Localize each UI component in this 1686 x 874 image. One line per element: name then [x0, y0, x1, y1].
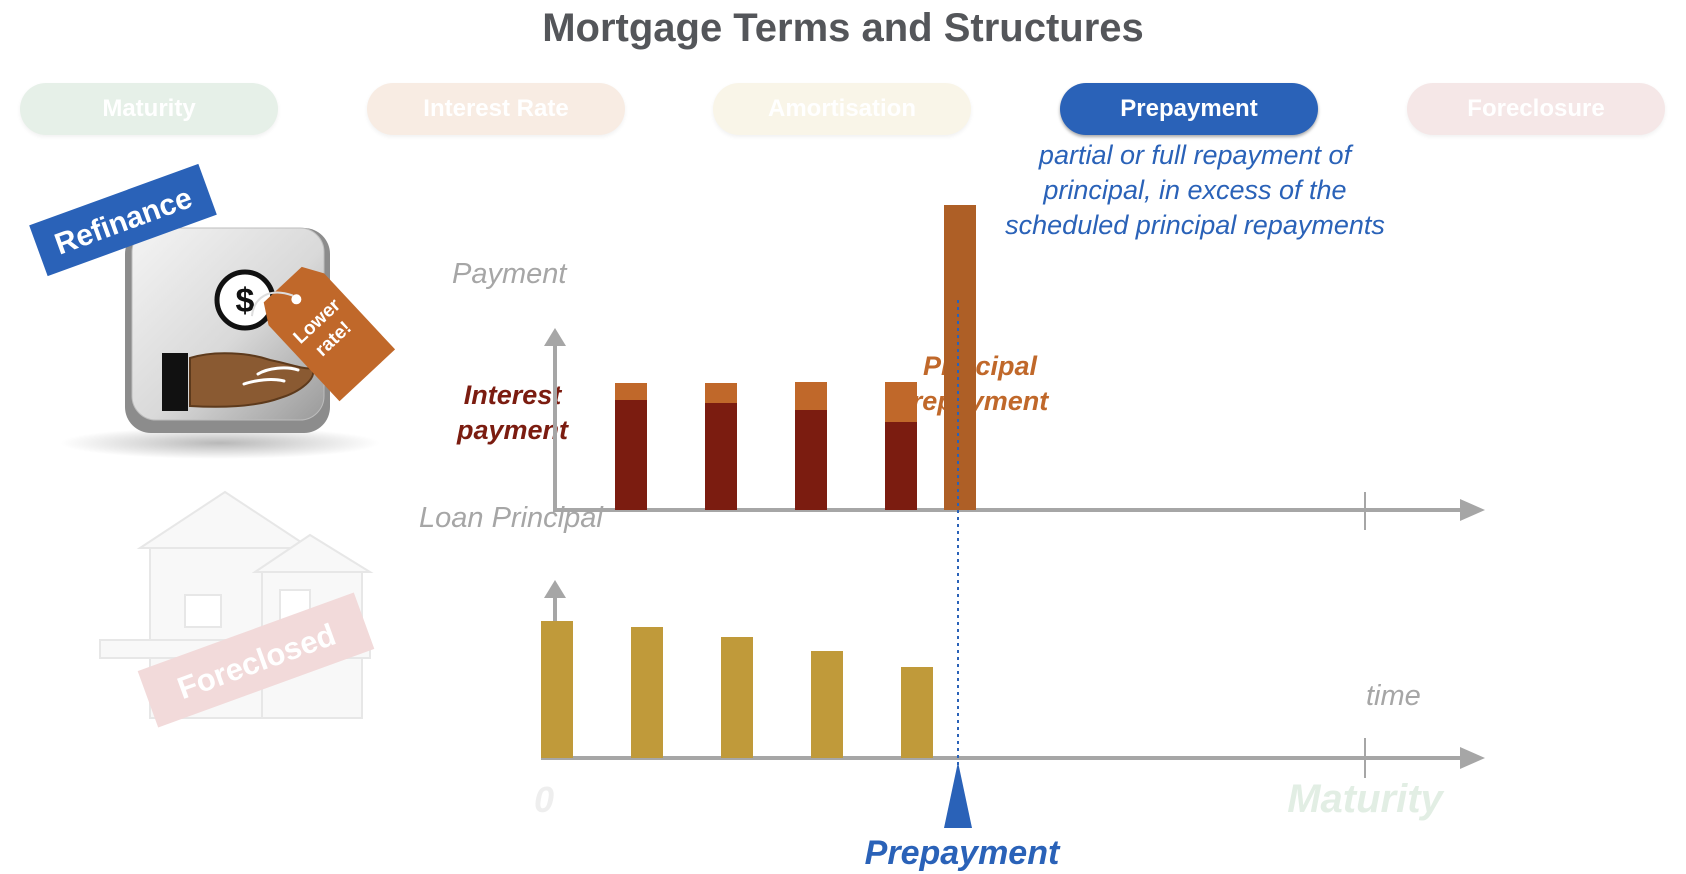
loan-principal-bar — [721, 637, 753, 758]
loan-principal-bar — [811, 651, 843, 758]
maturity-label: Maturity — [1287, 777, 1444, 821]
prepayment-bar — [944, 205, 976, 510]
principal-label-line: repayment — [911, 386, 1049, 416]
principal-bar — [885, 382, 917, 422]
prepayment-description: partial or full repayment of principal, … — [960, 138, 1430, 243]
principal-repayment-label: Principal repayment — [895, 349, 1065, 419]
origin-label: 0 — [534, 779, 554, 820]
principal-bar — [615, 383, 647, 400]
tab-interest-rate[interactable]: Interest Rate — [367, 83, 625, 135]
principal-bar — [705, 383, 737, 403]
tile-shadow — [60, 427, 380, 459]
prepayment-label: Prepayment — [865, 834, 1061, 872]
interest-label-line: Interest — [463, 380, 562, 410]
prepayment-marker-icon — [944, 762, 972, 828]
foreclosed-icon: Foreclosed — [99, 490, 375, 728]
loan-principal-bar — [901, 667, 933, 758]
refinance-icon: $ Lower rate! Refinance — [29, 163, 396, 459]
interest-label-line: payment — [456, 415, 569, 445]
interest-bar — [705, 403, 737, 510]
principal-bar — [795, 382, 827, 410]
principal-x-arrow — [1460, 747, 1485, 769]
description-line: partial or full repayment of — [1038, 140, 1352, 170]
payment-bars — [615, 205, 976, 510]
page-title: Mortgage Terms and Structures — [542, 6, 1144, 50]
payment-axes — [544, 328, 1485, 530]
loan-principal-axis-label: Loan Principal — [419, 502, 603, 534]
time-axis-label: time — [1366, 680, 1421, 712]
payment-x-arrow — [1460, 499, 1485, 521]
tab-amortisation[interactable]: Amortisation — [713, 83, 971, 135]
principal-label-line: Principal — [922, 351, 1038, 381]
dollar-icon: $ — [214, 269, 276, 331]
sleeve-cuff — [162, 353, 188, 411]
interest-bar — [795, 410, 827, 510]
tab-foreclosure[interactable]: Foreclosure — [1407, 83, 1665, 135]
loan-principal-bar — [541, 621, 573, 758]
interest-payment-label: Interest payment — [430, 378, 595, 448]
description-line: scheduled principal repayments — [1005, 210, 1385, 240]
loan-principal-bar — [631, 627, 663, 758]
payment-y-arrow — [544, 328, 566, 346]
description-line: principal, in excess of the — [1043, 175, 1347, 205]
payment-axis-label: Payment — [452, 258, 567, 290]
house-icon — [99, 490, 374, 719]
price-tag-icon: Lower rate! — [250, 266, 396, 402]
tab-maturity[interactable]: Maturity — [20, 83, 278, 135]
dollar-symbol: $ — [236, 282, 255, 320]
tab-prepayment[interactable]: Prepayment — [1060, 83, 1318, 135]
principal-y-arrow — [544, 580, 566, 598]
interest-bar — [615, 400, 647, 510]
interest-bar — [885, 422, 917, 510]
principal-axes — [541, 580, 1485, 778]
loan-principal-bars — [541, 621, 933, 758]
